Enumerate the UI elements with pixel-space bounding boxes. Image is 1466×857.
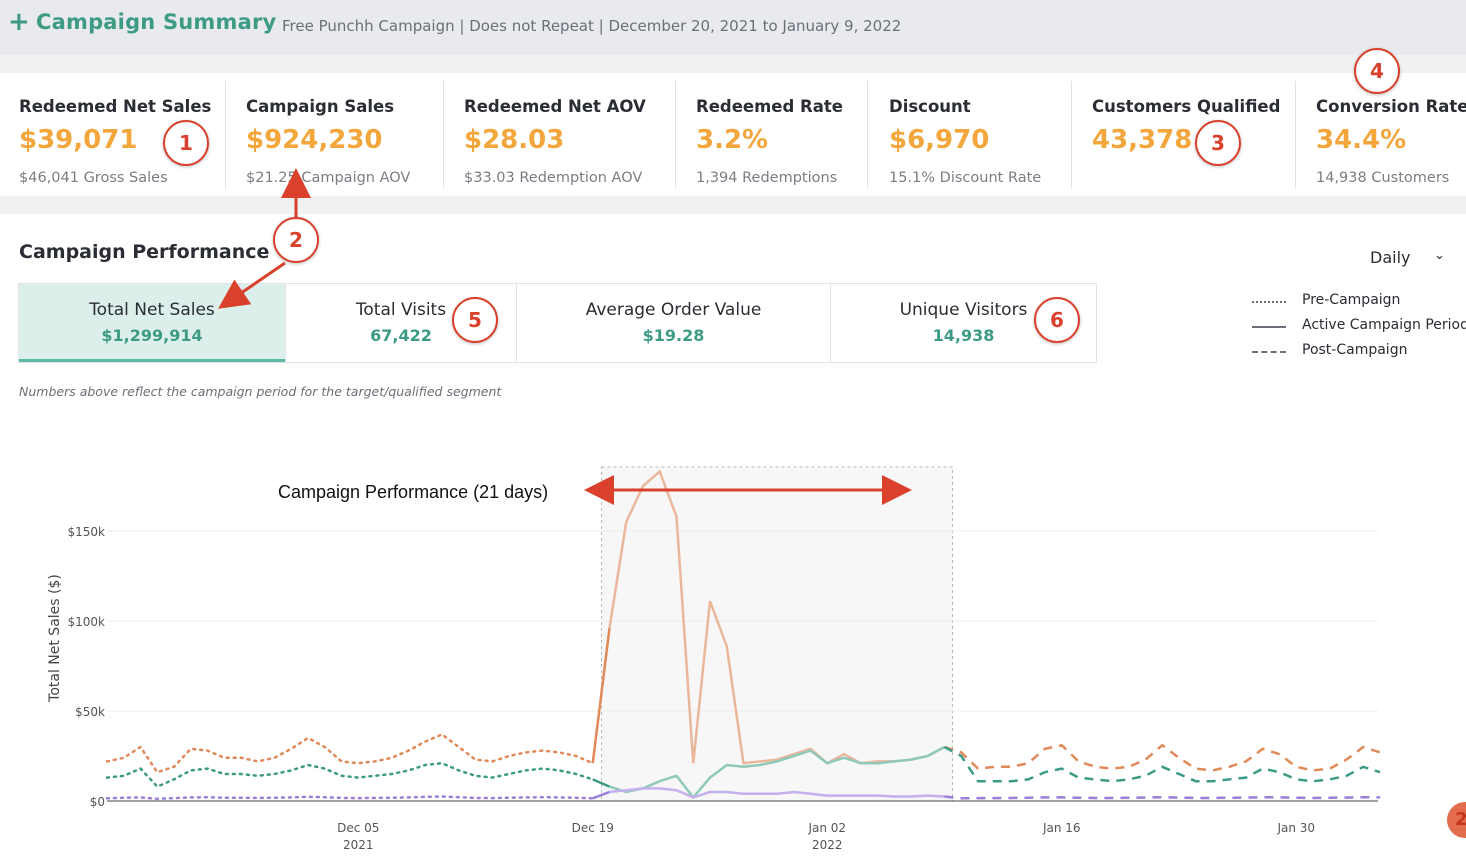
tab-average-order-value[interactable]: Average Order Value $19.28 <box>517 284 830 362</box>
series-line-transition <box>591 628 611 764</box>
stat-value: 3.2% <box>696 125 769 155</box>
stat-value: 43,378 <box>1092 125 1193 155</box>
tab-value: $19.28 <box>642 326 705 345</box>
series-line-post <box>944 795 1381 800</box>
series-line-transition <box>592 790 610 800</box>
stat-value: $39,071 <box>19 125 138 155</box>
net-sales-chart: $0 $50k $100k $150k Total Net Sales ($) Dec 0… <box>47 466 1381 852</box>
divider <box>1295 81 1296 189</box>
legend-label: Pre-Campaign <box>1302 292 1401 308</box>
x-tick-label: Dec 05 <box>337 821 379 835</box>
series-line-pre <box>105 795 594 801</box>
plus-icon[interactable]: + <box>8 7 30 37</box>
stat-label: Campaign Sales <box>246 97 395 116</box>
help-badge[interactable]: 2 <box>1447 802 1466 838</box>
stat-label: Redeemed Net AOV <box>464 97 646 116</box>
performance-title: Campaign Performance <box>19 241 270 263</box>
chevron-down-icon: ⌄ <box>1434 248 1445 263</box>
page-header: + Campaign Summary Free Punchh Campaign … <box>0 0 1466 55</box>
divider <box>867 81 868 189</box>
stat-label: Discount <box>889 97 971 116</box>
series-line-active <box>609 745 946 800</box>
divider <box>516 284 517 362</box>
stat-label: Redeemed Rate <box>696 97 843 116</box>
stat-value: $924,230 <box>246 125 383 155</box>
tab-label: Total Visits <box>355 300 447 320</box>
annotation-badge: 6 <box>1034 297 1080 343</box>
x-tick-label: Dec 19 <box>572 821 614 835</box>
tab-total-visits[interactable]: Total Visits 67,422 <box>286 284 516 362</box>
x-tick-sublabel: 2022 <box>812 838 843 852</box>
stat-label: Redeemed Net Sales <box>19 97 212 116</box>
spacer <box>0 196 1466 214</box>
stat-value: $6,970 <box>889 125 990 155</box>
page-title[interactable]: Campaign Summary <box>36 10 277 34</box>
annotation-badge: 4 <box>1354 48 1400 94</box>
segment-note: Numbers above reflect the campaign perio… <box>19 384 502 399</box>
divider <box>1071 81 1072 189</box>
stat-sub: 14,938 Customers <box>1316 170 1450 186</box>
series-line-pre <box>105 761 594 789</box>
divider <box>285 284 286 362</box>
stat-value: 34.4% <box>1316 125 1407 155</box>
legend-label: Post-Campaign <box>1302 342 1408 358</box>
annotation-badge: 1 <box>163 120 209 166</box>
tab-label: Unique Visitors <box>899 300 1028 320</box>
stat-label: Conversion Rate <box>1316 97 1466 116</box>
tab-value: 14,938 <box>932 326 995 345</box>
tab-value: 67,422 <box>370 326 432 345</box>
tab-label: Average Order Value <box>585 300 762 320</box>
metric-tabs: Total Net Sales $1,299,914 Total Visits … <box>18 283 1097 363</box>
stat-sub: $46,041 Gross Sales <box>19 170 168 186</box>
stats-bar: Redeemed Net Sales $39,071 $46,041 Gross… <box>0 73 1466 196</box>
tab-unique-visitors[interactable]: Unique Visitors 14,938 <box>831 284 1096 362</box>
y-axis-label: Total Net Sales ($) <box>47 574 63 703</box>
series-line-post <box>944 743 1381 772</box>
stat-sub: 15.1% Discount Rate <box>889 170 1042 186</box>
tab-total-net-sales[interactable]: Total Net Sales $1,299,914 <box>19 284 285 362</box>
period-dropdown[interactable]: Daily ⌄ <box>1370 248 1445 267</box>
annotation-badge: 2 <box>273 217 319 263</box>
divider <box>830 284 831 362</box>
y-tick-label: $0 <box>90 795 105 809</box>
stat-sub: 1,394 Redemptions <box>696 170 838 186</box>
series-line-pre <box>105 732 594 774</box>
divider <box>225 81 226 189</box>
annotation-badge: 3 <box>1195 120 1241 166</box>
divider <box>675 81 676 189</box>
x-tick-label: Jan 30 <box>1276 821 1315 835</box>
dashed-line-icon <box>1252 351 1286 353</box>
stat-label: Customers Qualified <box>1092 97 1281 116</box>
x-tick-sublabel: 2021 <box>343 838 374 852</box>
annotation-badge: 5 <box>452 297 498 343</box>
stat-value: $28.03 <box>464 125 565 155</box>
tab-label: Total Net Sales <box>89 300 215 320</box>
campaign-window <box>601 466 953 802</box>
series-line-transition <box>592 778 610 788</box>
x-tick-label: Jan 02 <box>807 821 846 835</box>
y-tick-label: $50k <box>75 705 105 719</box>
campaign-subtitle: Free Punchh Campaign | Does not Repeat |… <box>282 17 902 35</box>
y-tick-label: $150k <box>68 525 106 539</box>
stat-sub: $33.03 Redemption AOV <box>464 170 643 186</box>
y-tick-label: $100k <box>68 615 106 629</box>
series-line-post <box>943 745 1381 783</box>
series-line-active <box>609 787 945 799</box>
period-value: Daily <box>1370 248 1411 267</box>
solid-line-icon <box>1252 326 1286 328</box>
spacer <box>0 55 1466 73</box>
legend-label: Active Campaign Period <box>1302 317 1466 333</box>
x-tick-label: Jan 16 <box>1042 821 1081 835</box>
dotted-line-icon <box>1252 301 1286 303</box>
tab-value: $1,299,914 <box>101 326 203 345</box>
stat-sub: $21.25 Campaign AOV <box>246 170 411 186</box>
divider <box>443 81 444 189</box>
